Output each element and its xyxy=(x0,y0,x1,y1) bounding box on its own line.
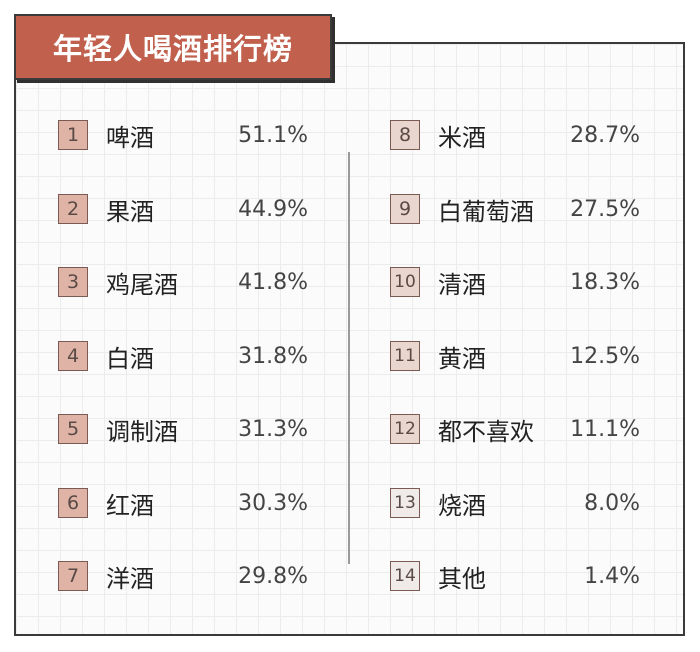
rank-badge: 12 xyxy=(390,414,420,444)
rank-badge: 4 xyxy=(58,341,88,371)
percentage-value: 44.9% xyxy=(238,196,308,222)
drink-name: 白酒 xyxy=(106,344,154,373)
table-row: 2 果酒 44.9% xyxy=(58,192,308,226)
percentage-value: 29.8% xyxy=(238,563,308,589)
drink-name: 鸡尾酒 xyxy=(106,270,178,299)
percentage-value: 27.5% xyxy=(570,196,640,222)
table-row: 3 鸡尾酒 41.8% xyxy=(58,265,308,299)
percentage-value: 31.3% xyxy=(238,416,308,442)
rank-badge: 8 xyxy=(390,120,420,150)
table-row: 12 都不喜欢 11.1% xyxy=(390,412,640,446)
percentage-value: 8.0% xyxy=(584,490,640,516)
drink-name: 黄酒 xyxy=(438,344,486,373)
rank-badge: 1 xyxy=(58,120,88,150)
table-row: 9 白葡萄酒 27.5% xyxy=(390,192,640,226)
rank-badge: 10 xyxy=(390,267,420,297)
rank-badge: 14 xyxy=(390,561,420,591)
table-row: 6 红酒 30.3% xyxy=(58,486,308,520)
percentage-value: 28.7% xyxy=(570,122,640,148)
drink-name: 烧酒 xyxy=(438,491,486,520)
table-row: 1 啤酒 51.1% xyxy=(58,118,308,152)
rank-badge: 11 xyxy=(390,341,420,371)
table-row: 10 清酒 18.3% xyxy=(390,265,640,299)
drink-name: 米酒 xyxy=(438,123,486,152)
drink-name: 洋酒 xyxy=(106,564,154,593)
percentage-value: 18.3% xyxy=(570,269,640,295)
column-divider xyxy=(348,152,350,564)
table-row: 11 黄酒 12.5% xyxy=(390,339,640,373)
drink-name: 其他 xyxy=(438,564,486,593)
percentage-value: 12.5% xyxy=(570,343,640,369)
table-row: 4 白酒 31.8% xyxy=(58,339,308,373)
drink-name: 红酒 xyxy=(106,491,154,520)
percentage-value: 11.1% xyxy=(570,416,640,442)
percentage-value: 1.4% xyxy=(584,563,640,589)
drink-name: 清酒 xyxy=(438,270,486,299)
rank-badge: 5 xyxy=(58,414,88,444)
percentage-value: 30.3% xyxy=(238,490,308,516)
table-row: 14 其他 1.4% xyxy=(390,559,640,593)
table-row: 7 洋酒 29.8% xyxy=(58,559,308,593)
percentage-value: 31.8% xyxy=(238,343,308,369)
page-title: 年轻人喝酒排行榜 xyxy=(14,14,332,80)
rank-badge: 13 xyxy=(390,488,420,518)
drink-name: 白葡萄酒 xyxy=(438,197,534,226)
rank-badge: 2 xyxy=(58,194,88,224)
percentage-value: 51.1% xyxy=(238,122,308,148)
rank-badge: 7 xyxy=(58,561,88,591)
drink-name: 果酒 xyxy=(106,197,154,226)
drink-name: 啤酒 xyxy=(106,123,154,152)
rank-badge: 3 xyxy=(58,267,88,297)
drink-name: 调制酒 xyxy=(106,417,178,446)
percentage-value: 41.8% xyxy=(238,269,308,295)
table-row: 5 调制酒 31.3% xyxy=(58,412,308,446)
table-row: 13 烧酒 8.0% xyxy=(390,486,640,520)
rank-badge: 9 xyxy=(390,194,420,224)
table-row: 8 米酒 28.7% xyxy=(390,118,640,152)
drink-name: 都不喜欢 xyxy=(438,417,534,446)
rank-badge: 6 xyxy=(58,488,88,518)
